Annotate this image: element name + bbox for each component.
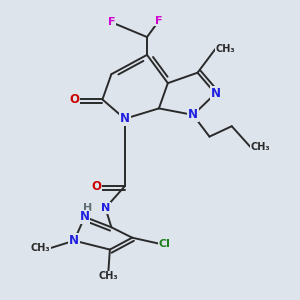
Text: H: H	[83, 203, 92, 213]
Text: CH₃: CH₃	[31, 243, 50, 253]
Text: F: F	[155, 16, 163, 26]
Text: O: O	[92, 180, 101, 193]
Text: N: N	[101, 203, 110, 213]
Text: CH₃: CH₃	[215, 44, 235, 54]
Text: N: N	[69, 234, 79, 247]
Text: N: N	[80, 210, 90, 224]
Text: N: N	[188, 108, 198, 122]
Text: N: N	[120, 112, 130, 125]
Text: N: N	[210, 87, 220, 100]
Text: CH₃: CH₃	[250, 142, 270, 152]
Text: Cl: Cl	[159, 238, 171, 249]
Text: CH₃: CH₃	[99, 271, 118, 281]
Text: O: O	[69, 93, 79, 106]
Text: F: F	[108, 17, 115, 27]
